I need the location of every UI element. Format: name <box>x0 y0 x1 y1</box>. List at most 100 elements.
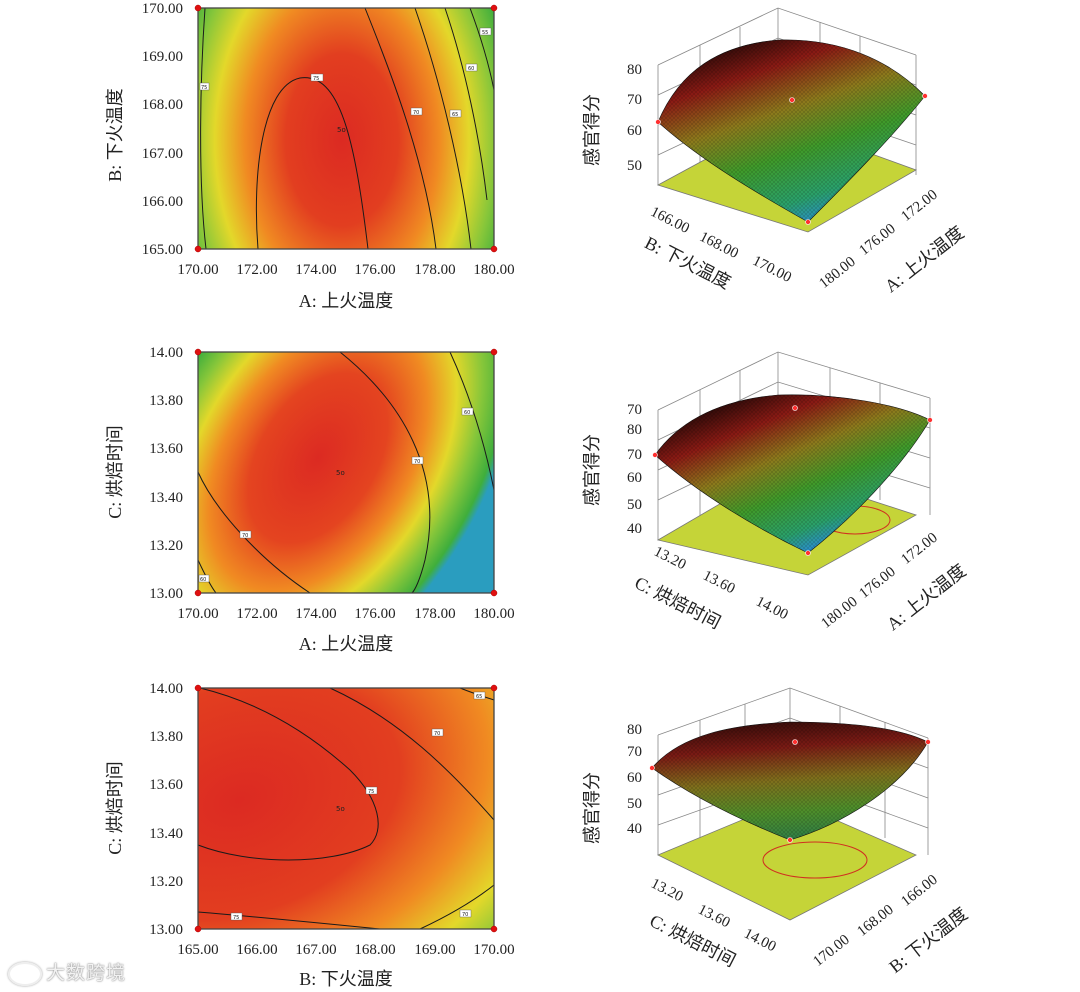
svg-text:70: 70 <box>242 533 248 539</box>
svg-text:176.00: 176.00 <box>354 262 395 278</box>
svg-text:5o: 5o <box>336 805 345 813</box>
svg-text:5o: 5o <box>337 126 346 134</box>
svg-text:65: 65 <box>476 694 482 700</box>
svg-text:13.40: 13.40 <box>149 826 183 842</box>
svg-text:170.00: 170.00 <box>473 942 514 958</box>
svg-text:170.00: 170.00 <box>177 606 218 622</box>
y-tick-labels: 13.00 13.20 13.40 13.60 13.80 14.00 <box>149 681 183 938</box>
right-axis-label: B: 下火温度 <box>885 904 971 977</box>
svg-text:174.00: 174.00 <box>295 262 336 278</box>
y-axis-label: C: 烘焙时间 <box>105 425 125 519</box>
svg-text:75: 75 <box>201 85 207 91</box>
svg-text:75: 75 <box>368 789 374 795</box>
svg-text:80: 80 <box>627 722 642 738</box>
svg-text:166.00: 166.00 <box>236 942 277 958</box>
svg-text:13.80: 13.80 <box>149 729 183 745</box>
svg-text:70: 70 <box>434 731 440 737</box>
svg-text:168.00: 168.00 <box>697 229 741 262</box>
contour-lines <box>200 7 495 250</box>
svg-text:166.00: 166.00 <box>648 204 692 237</box>
svg-text:14.00: 14.00 <box>753 594 790 624</box>
svg-text:40: 40 <box>627 821 642 837</box>
svg-text:13.60: 13.60 <box>149 441 183 457</box>
svg-text:13.20: 13.20 <box>648 876 685 906</box>
svg-text:13.20: 13.20 <box>149 874 183 890</box>
contour-field <box>198 352 494 593</box>
svg-text:60: 60 <box>468 66 474 72</box>
svg-text:170.00: 170.00 <box>142 1 183 17</box>
svg-text:165.00: 165.00 <box>177 942 218 958</box>
svg-text:169.00: 169.00 <box>142 49 183 65</box>
svg-text:170.00: 170.00 <box>810 932 852 970</box>
svg-text:13.20: 13.20 <box>149 538 183 554</box>
z-tick-labels: 40 50 60 70 80 70 <box>627 402 642 537</box>
svg-text:180.00: 180.00 <box>818 594 860 632</box>
svg-text:13.00: 13.00 <box>149 922 183 938</box>
svg-text:50: 50 <box>627 796 642 812</box>
svg-text:13.40: 13.40 <box>149 490 183 506</box>
x-tick-labels: 170.00 172.00 174.00 176.00 178.00 180.0… <box>177 262 514 278</box>
svg-text:176.00: 176.00 <box>354 606 395 622</box>
svg-text:80: 80 <box>627 422 642 438</box>
x-tick-labels: 165.00 166.00 167.00 168.00 169.00 170.0… <box>177 942 514 958</box>
svg-text:180.00: 180.00 <box>473 262 514 278</box>
surface-plot-2: 40 50 60 70 80 70 感官得分 13.20 13.60 14.00… <box>582 351 970 634</box>
svg-text:70: 70 <box>413 110 419 116</box>
svg-text:70: 70 <box>627 744 642 760</box>
svg-text:180.00: 180.00 <box>816 254 858 292</box>
svg-text:168.00: 168.00 <box>354 942 395 958</box>
svg-text:60: 60 <box>627 123 642 139</box>
z-axis-label: 感官得分 <box>582 772 602 844</box>
svg-text:169.00: 169.00 <box>414 942 455 958</box>
contour-plot-2: 5o 70 70 60 60 170.00 172.00 174.00 176.… <box>105 345 515 654</box>
svg-text:174.00: 174.00 <box>295 606 336 622</box>
svg-text:50: 50 <box>627 158 642 174</box>
watermark: 大数跨境 <box>8 958 126 986</box>
svg-text:178.00: 178.00 <box>414 262 455 278</box>
floor-contour <box>762 841 868 879</box>
svg-text:166.00: 166.00 <box>898 872 940 910</box>
svg-text:13.60: 13.60 <box>149 777 183 793</box>
contour-field <box>198 8 494 249</box>
contour-plot-3: 75 5o 75 65 70 70 165.00 166.00 167.00 1… <box>105 681 515 989</box>
svg-text:70: 70 <box>627 92 642 108</box>
watermark-logo-icon <box>8 961 42 986</box>
svg-text:172.00: 172.00 <box>236 262 277 278</box>
svg-text:13.80: 13.80 <box>149 393 183 409</box>
contour-level-labels: 5o 70 70 60 60 <box>198 407 474 583</box>
svg-text:60: 60 <box>627 470 642 486</box>
svg-text:165.00: 165.00 <box>142 242 183 258</box>
svg-text:176.00: 176.00 <box>856 221 898 259</box>
svg-text:70: 70 <box>414 459 420 465</box>
svg-text:167.00: 167.00 <box>142 146 183 162</box>
surface-plot-1: 50 60 70 80 感官得分 166.00 168.00 170.00 B:… <box>582 7 968 296</box>
y-axis-label: B: 下火温度 <box>105 88 125 182</box>
contour-level-labels: 75 5o 75 65 70 70 <box>230 691 486 921</box>
z-axis-label: 感官得分 <box>582 434 602 506</box>
svg-text:70: 70 <box>462 912 468 918</box>
svg-text:178.00: 178.00 <box>414 606 455 622</box>
x-axis-label: A: 上火温度 <box>299 291 394 311</box>
svg-text:14.00: 14.00 <box>741 926 778 956</box>
svg-text:75: 75 <box>233 915 239 921</box>
contour-field <box>198 688 494 929</box>
watermark-text: 大数跨境 <box>46 962 127 984</box>
svg-text:180.00: 180.00 <box>473 606 514 622</box>
svg-text:168.00: 168.00 <box>854 902 896 940</box>
surface-plot-3: 40 50 60 70 80 感官得分 13.20 13.60 14.00 C:… <box>582 687 971 977</box>
svg-text:60: 60 <box>627 770 642 786</box>
svg-text:170.00: 170.00 <box>750 253 794 286</box>
z-axis-label: 感官得分 <box>582 94 602 166</box>
svg-text:60: 60 <box>464 410 470 416</box>
svg-text:170.00: 170.00 <box>177 262 218 278</box>
svg-text:60: 60 <box>200 577 206 583</box>
z-tick-labels: 40 50 60 70 80 <box>627 722 642 837</box>
z-tick-labels: 50 60 70 80 <box>627 62 642 174</box>
svg-text:166.00: 166.00 <box>142 194 183 210</box>
svg-text:65: 65 <box>452 112 458 118</box>
svg-text:13.20: 13.20 <box>651 544 688 574</box>
contour-level-labels: 75 5o 75 70 65 60 55 <box>199 27 492 134</box>
svg-text:172.00: 172.00 <box>236 606 277 622</box>
svg-text:172.00: 172.00 <box>898 530 940 568</box>
svg-text:14.00: 14.00 <box>149 345 183 361</box>
